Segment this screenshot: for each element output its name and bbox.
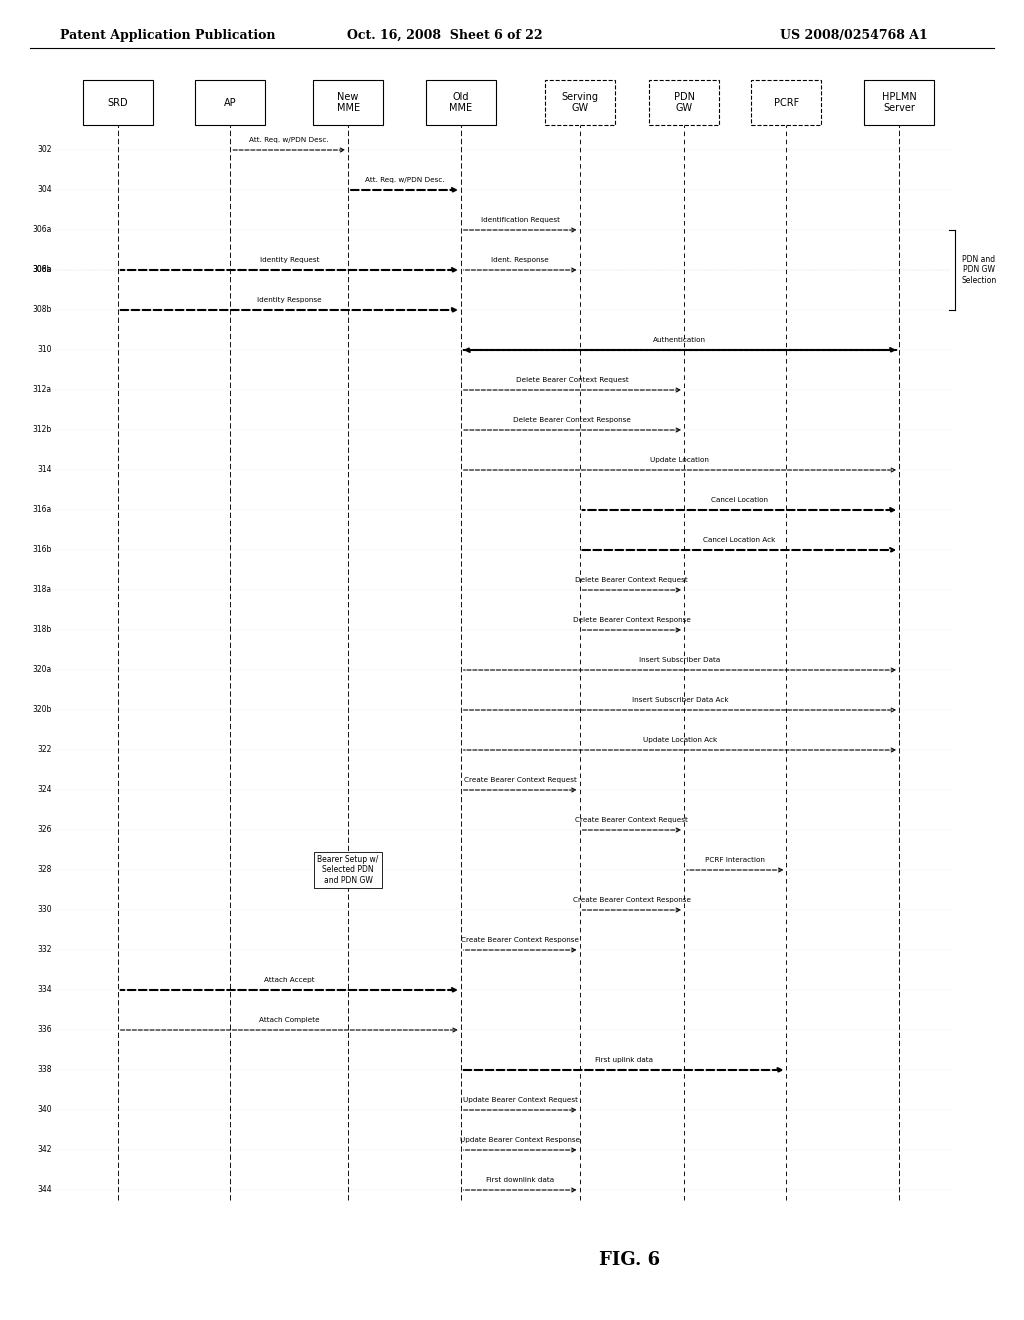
- FancyBboxPatch shape: [196, 81, 265, 125]
- Text: 318b: 318b: [33, 626, 52, 635]
- Text: PCRF: PCRF: [774, 98, 799, 107]
- Text: Identity Response: Identity Response: [257, 297, 322, 304]
- Text: 324: 324: [38, 785, 52, 795]
- Text: 312a: 312a: [33, 385, 52, 395]
- Text: FIG. 6: FIG. 6: [599, 1251, 660, 1269]
- Text: Delete Bearer Context Request: Delete Bearer Context Request: [575, 577, 688, 583]
- FancyBboxPatch shape: [864, 81, 934, 125]
- FancyBboxPatch shape: [545, 81, 614, 125]
- Text: 308b: 308b: [33, 305, 52, 314]
- Text: Patent Application Publication: Patent Application Publication: [60, 29, 275, 41]
- Text: 320b: 320b: [33, 705, 52, 714]
- Text: First downlink data: First downlink data: [486, 1177, 554, 1183]
- Text: SRD: SRD: [108, 98, 128, 107]
- Text: 334: 334: [37, 986, 52, 994]
- Text: Att. Req. w/PDN Desc.: Att. Req. w/PDN Desc.: [250, 137, 329, 143]
- Text: Create Bearer Context Request: Create Bearer Context Request: [575, 817, 688, 822]
- Text: AP: AP: [224, 98, 237, 107]
- Text: HPLMN
Server: HPLMN Server: [882, 91, 916, 114]
- FancyBboxPatch shape: [649, 81, 719, 125]
- Text: PCRF Interaction: PCRF Interaction: [706, 857, 765, 863]
- Text: 306a: 306a: [33, 226, 52, 235]
- Text: Cancel Location: Cancel Location: [711, 498, 768, 503]
- Text: 338: 338: [38, 1065, 52, 1074]
- Text: Delete Bearer Context Response: Delete Bearer Context Response: [513, 417, 632, 422]
- Text: 310: 310: [38, 346, 52, 355]
- Text: 322: 322: [38, 746, 52, 755]
- Text: Delete Bearer Context Request: Delete Bearer Context Request: [516, 378, 629, 383]
- Text: 344: 344: [37, 1185, 52, 1195]
- Text: 342: 342: [38, 1146, 52, 1155]
- Text: 308a: 308a: [33, 265, 52, 275]
- Text: 332: 332: [38, 945, 52, 954]
- FancyBboxPatch shape: [313, 81, 383, 125]
- FancyBboxPatch shape: [426, 81, 496, 125]
- Text: 312b: 312b: [33, 425, 52, 434]
- Text: PDN
GW: PDN GW: [674, 91, 694, 114]
- Text: Oct. 16, 2008  Sheet 6 of 22: Oct. 16, 2008 Sheet 6 of 22: [347, 29, 543, 41]
- Text: 328: 328: [38, 866, 52, 874]
- Text: Insert Subscriber Data Ack: Insert Subscriber Data Ack: [632, 697, 728, 704]
- Text: Update Bearer Context Request: Update Bearer Context Request: [463, 1097, 578, 1104]
- Text: 316b: 316b: [33, 545, 52, 554]
- Text: 314: 314: [38, 466, 52, 474]
- Text: Create Bearer Context Request: Create Bearer Context Request: [464, 777, 577, 783]
- Text: Cancel Location Ack: Cancel Location Ack: [703, 537, 775, 543]
- Text: 306b: 306b: [33, 265, 52, 275]
- FancyBboxPatch shape: [83, 81, 153, 125]
- Text: Att. Req. w/PDN Desc.: Att. Req. w/PDN Desc.: [365, 177, 444, 183]
- Text: Serving
GW: Serving GW: [561, 91, 598, 114]
- Text: Attach Accept: Attach Accept: [264, 977, 314, 983]
- Text: 318a: 318a: [33, 586, 52, 594]
- Text: 316a: 316a: [33, 506, 52, 515]
- Text: 326: 326: [38, 825, 52, 834]
- FancyBboxPatch shape: [752, 81, 821, 125]
- Text: 302: 302: [38, 145, 52, 154]
- Text: 340: 340: [37, 1106, 52, 1114]
- Text: PDN and
PDN GW
Selection: PDN and PDN GW Selection: [961, 255, 996, 285]
- Text: Create Bearer Context Response: Create Bearer Context Response: [572, 898, 691, 903]
- Text: Bearer Setup w/
Selected PDN
and PDN GW: Bearer Setup w/ Selected PDN and PDN GW: [317, 855, 379, 884]
- Text: US 2008/0254768 A1: US 2008/0254768 A1: [780, 29, 928, 41]
- Text: 304: 304: [37, 186, 52, 194]
- Text: Update Location Ack: Update Location Ack: [643, 737, 717, 743]
- Text: Update Bearer Context Response: Update Bearer Context Response: [460, 1137, 581, 1143]
- Text: New
MME: New MME: [337, 91, 359, 114]
- Text: Identity Request: Identity Request: [259, 257, 319, 263]
- Text: Update Location: Update Location: [650, 457, 710, 463]
- Text: Ident. Response: Ident. Response: [492, 257, 549, 263]
- Text: Create Bearer Context Response: Create Bearer Context Response: [461, 937, 580, 942]
- Text: First uplink data: First uplink data: [595, 1057, 652, 1063]
- Text: Attach Complete: Attach Complete: [259, 1016, 319, 1023]
- Text: Insert Subscriber Data: Insert Subscriber Data: [639, 657, 721, 663]
- Text: Delete Bearer Context Response: Delete Bearer Context Response: [572, 616, 691, 623]
- Text: 336: 336: [37, 1026, 52, 1035]
- Text: 320a: 320a: [33, 665, 52, 675]
- Text: Authentication: Authentication: [653, 337, 707, 343]
- Text: Old
MME: Old MME: [450, 91, 472, 114]
- Text: 330: 330: [37, 906, 52, 915]
- Text: Identification Request: Identification Request: [480, 216, 560, 223]
